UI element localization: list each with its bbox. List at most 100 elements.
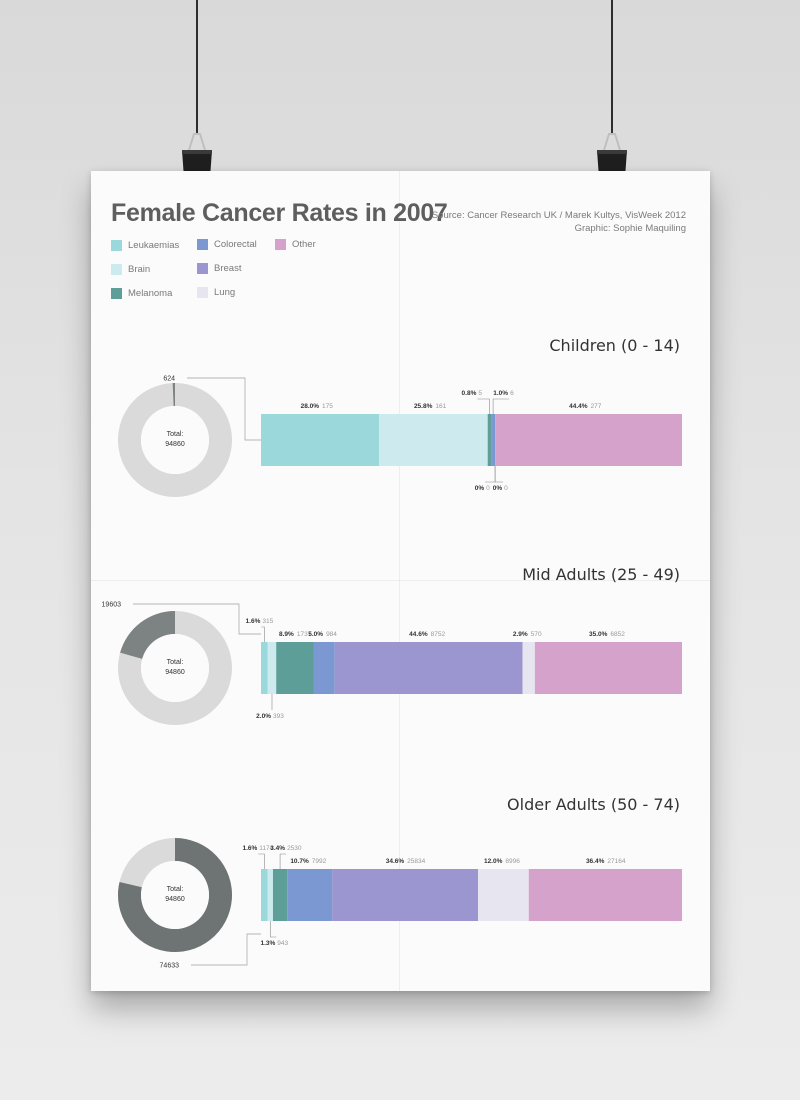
legend-swatch [111,239,122,251]
legend-item-melanoma: Melanoma [111,286,172,300]
source-credit: Source: Cancer Research UK / Marek Kulty… [431,210,686,221]
bar-percent-label: 34.6% [386,858,405,865]
donut-center-label: Total: [167,886,184,893]
hanging-wire-right [611,0,613,135]
legend-swatch [197,238,208,250]
chart-mid-adults: Total: 94860 19603 1.6% 315 2.0% 393 8.9% 17375.… [102,602,682,725]
bar-value-label: 984 [326,631,337,638]
bar-percent-label: 44.6% [409,631,428,638]
bar-segment-other [528,869,682,921]
legend-swatch [275,238,286,250]
bar-callout-line [494,466,504,483]
bar-value-label: 25834 [407,858,425,865]
donut-group-value: 74633 [160,963,180,970]
donut-hole [141,634,209,702]
bar-value-label: 1737 [297,631,312,638]
donut-hole [141,861,209,929]
bar-callout-line [485,466,496,483]
bar-value-label: 8752 [431,631,446,638]
donut-center-label: Total: [167,431,184,438]
bar-percent-label: 0% [475,485,485,492]
donut-callout-line [187,377,261,441]
section-title-mid-adults: Mid Adults (25 - 49) [522,565,680,584]
legend-swatch [111,263,122,275]
donut-group-value: 19603 [102,602,122,609]
bar-value-label: 277 [591,403,602,410]
bar-percent-label: 5.0% [308,631,323,638]
bar-value-label: 570 [531,631,542,638]
bar-value-label: 2530 [287,845,302,852]
donut-rest-slice [118,383,233,497]
bar-segment-melanoma [487,414,492,466]
fold-line-vertical [399,171,400,991]
bar-percent-label: 1.0% [493,390,508,397]
graphic-credit: Graphic: Sophie Maquiling [574,223,686,234]
bar-percent-label: 35.0% [589,631,608,638]
bar-segment-brain [267,642,277,694]
bar-value-label: 27164 [607,858,625,865]
bar-value-label: 8996 [505,858,520,865]
bar-value-label: 175 [322,403,333,410]
bar-value-label: 6852 [610,631,625,638]
chart-children: Total: 94860 624 28.0% 175 25.8% 161 0.8% 5 1.0% 6… [118,376,682,497]
bar-percent-label: 1.3% [260,940,275,947]
bar-segment-melanoma [276,642,314,694]
bar-percent-label: 1.6% [242,845,257,852]
bar-segment-lung [522,642,535,694]
bar-percent-label: 10.7% [290,858,309,865]
bar-segment-lung [478,869,529,921]
bar-value-label: 943 [277,940,288,947]
fold-line-horizontal [91,580,710,581]
bar-value-label: 7992 [312,858,327,865]
bar-segment-other [534,642,682,694]
bar-segment-leukaemias [261,642,268,694]
bar-percent-label: 3.4% [270,845,285,852]
poster: Female Cancer Rates in 2007 Source: Canc… [91,171,710,991]
legend-swatch [197,262,208,274]
bar-callout-line [261,626,265,642]
bar-segment-leukaemias [261,414,380,466]
donut-group-slice [120,611,175,659]
bar-value-label: 6 [510,390,514,397]
bar-value-label: 161 [435,403,446,410]
donut-total: 94860 [165,669,185,676]
legend-item-leukaemias: Leukaemias [111,238,179,252]
donut-total: 94860 [165,896,185,903]
bar-value-label: 0 [504,485,508,492]
bar-percent-label: 8.9% [279,631,294,638]
bar-percent-label: 0.8% [462,390,477,397]
bar-value-label: 1174 [259,845,273,852]
legend-item-other: Other [275,237,316,251]
bar-percent-label: 2.0% [256,713,271,720]
bar-segment-brain [267,869,273,921]
donut-group-slice [118,838,232,952]
legend-item-brain: Brain [111,262,150,276]
bar-value-label: 393 [273,713,284,720]
bar-segment-colorectal [313,642,335,694]
bar-value-label: 5 [478,390,482,397]
donut-center-label: Total: [167,659,184,666]
credits: Source: Cancer Research UK / Marek Kulty… [432,209,686,235]
bar-segment-melanoma [272,869,288,921]
donut-group-slice [172,383,175,407]
bar-callout-line [279,853,287,869]
bar-segment-colorectal [491,414,496,466]
bar-callout-line [258,853,265,869]
bar-callout-line [492,398,510,414]
legend-swatch [111,287,122,299]
bar-segment-colorectal [287,869,333,921]
bar-percent-label: 1.6% [246,618,261,625]
bar-segment-breast [334,642,523,694]
bar-value-label: 315 [262,618,273,625]
hanging-wire-left [196,0,198,135]
legend-item-breast: Breast [197,261,241,275]
bar-value-label: 0 [486,485,490,492]
donut-group-value: 624 [163,376,175,383]
bar-percent-label: 25.8% [414,403,433,410]
legend-swatch [197,286,208,298]
bar-percent-label: 44.4% [569,403,588,410]
section-title-older-adults: Older Adults (50 - 74) [507,795,680,814]
legend-item-colorectal: Colorectal [197,237,257,251]
bar-segment-brain [379,414,488,466]
bar-callout-line [269,921,277,938]
